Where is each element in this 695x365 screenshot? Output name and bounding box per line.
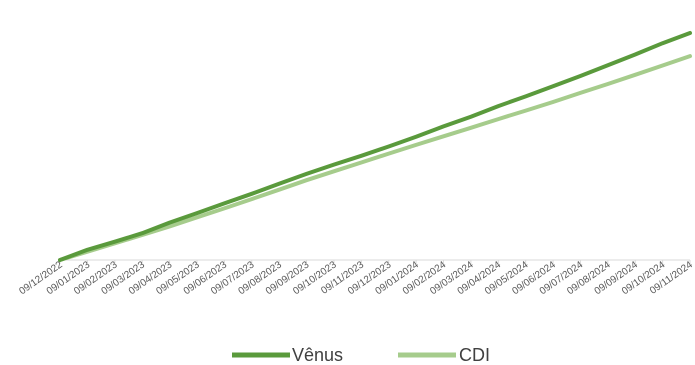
series-line-cdi <box>58 54 692 262</box>
chart-axes: 09/12/202209/01/202309/02/202309/03/2023… <box>17 259 695 297</box>
chart-series <box>58 31 692 262</box>
chart-legend: Vênus CDI <box>232 345 490 365</box>
legend-label-cdi: CDI <box>459 345 490 365</box>
legend-label-venus: Vênus <box>292 345 343 365</box>
series-line-venus <box>58 31 692 262</box>
